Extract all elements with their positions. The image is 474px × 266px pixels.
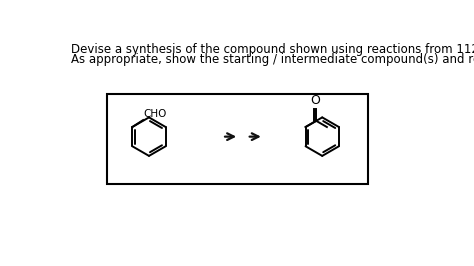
FancyBboxPatch shape [107,94,368,184]
Text: O: O [310,94,320,107]
Text: As appropriate, show the starting / intermediate compound(s) and reagent(s).: As appropriate, show the starting / inte… [71,53,474,66]
Text: CHO: CHO [144,109,167,119]
Text: Devise a synthesis of the compound shown using reactions from 112A and 112B.: Devise a synthesis of the compound shown… [71,43,474,56]
